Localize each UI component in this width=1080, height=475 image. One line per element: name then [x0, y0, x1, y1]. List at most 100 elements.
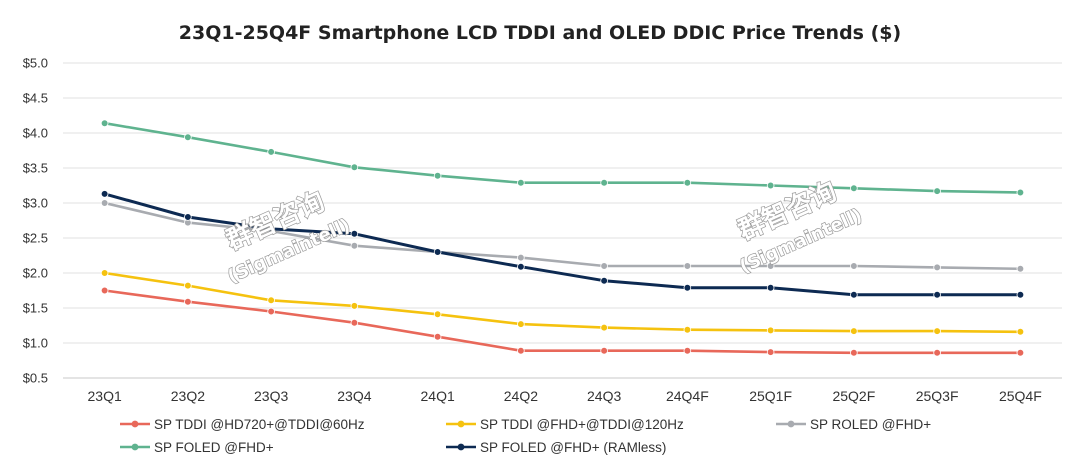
data-point	[683, 325, 692, 334]
x-tick-label: 25Q4F	[999, 388, 1042, 404]
y-tick-label: $4.0	[23, 126, 48, 141]
legend-swatch-marker	[131, 420, 139, 428]
legend-swatch-marker	[787, 420, 795, 428]
data-point	[184, 297, 192, 306]
y-tick-label: $0.5	[23, 371, 48, 386]
data-point	[600, 262, 608, 270]
data-point	[350, 302, 359, 310]
series-5	[100, 190, 1025, 299]
data-point	[683, 262, 692, 270]
series-line	[104, 289, 1021, 355]
data-point	[1016, 348, 1025, 357]
x-tick-label: 25Q3F	[916, 388, 959, 404]
data-point	[850, 348, 858, 357]
data-point	[433, 310, 442, 319]
legend-swatch-marker	[131, 443, 139, 451]
x-tick-label: 25Q1F	[749, 388, 792, 404]
y-tick-label: $1.5	[23, 301, 48, 316]
data-point	[683, 346, 692, 355]
legend-label: SP FOLED @FHD+	[154, 440, 274, 455]
legend-swatch-marker	[457, 420, 465, 428]
x-tick-label: 23Q2	[171, 388, 205, 404]
data-point	[267, 148, 275, 156]
data-point	[517, 262, 525, 271]
legend-item: SP ROLED @FHD+	[776, 417, 931, 432]
data-point	[933, 327, 941, 335]
data-point	[184, 213, 192, 221]
data-point	[850, 184, 858, 193]
chart-title: 23Q1-25Q4F Smartphone LCD TDDI and OLED …	[179, 22, 901, 44]
gridlines	[63, 62, 1062, 379]
series-1	[100, 286, 1025, 357]
data-point	[850, 290, 858, 299]
data-point	[350, 163, 359, 172]
data-point	[100, 190, 109, 198]
data-point	[517, 178, 525, 187]
data-point	[766, 348, 775, 356]
data-point	[683, 283, 692, 292]
y-tick-label: $2.0	[23, 266, 48, 281]
data-point	[766, 262, 775, 270]
data-point	[1016, 327, 1025, 336]
data-point	[184, 281, 192, 290]
y-tick-label: $2.5	[23, 231, 48, 246]
x-axis: 23Q1 23Q2 23Q3 23Q4 24Q1 24Q2 24Q3 24Q4F 25Q1F 25…	[88, 388, 1042, 404]
data-point	[850, 327, 858, 335]
y-tick-label: $3.5	[23, 161, 48, 176]
series-line	[104, 201, 1021, 271]
data-point	[766, 326, 775, 335]
data-point	[350, 318, 359, 327]
y-tick-label: $1.0	[23, 336, 48, 351]
y-tick-label: $4.5	[23, 91, 48, 106]
data-point	[1016, 290, 1025, 299]
data-point	[600, 276, 608, 285]
data-point	[100, 119, 109, 127]
y-tick-label: $5.0	[23, 56, 48, 71]
data-point	[600, 178, 608, 187]
data-point	[433, 248, 442, 256]
data-point	[517, 320, 525, 328]
legend-item: SP TDDI @FHD+@TDDI@120Hz	[446, 417, 684, 432]
data-point	[850, 262, 858, 270]
legend-item: SP FOLED @FHD+ (RAMless)	[446, 440, 666, 455]
series-2	[100, 269, 1025, 336]
data-point	[766, 181, 775, 190]
legend-label: SP FOLED @FHD+ (RAMless)	[480, 440, 666, 455]
data-point	[1016, 188, 1025, 197]
x-tick-label: 25Q2F	[832, 388, 875, 404]
x-tick-label: 23Q1	[88, 388, 122, 404]
y-axis: $0.5 $1.0 $1.5 $2.0 $2.5 $3.0 $3.5 $4.0 $4.5 $5.0	[23, 56, 48, 386]
x-tick-label: 24Q1	[421, 388, 455, 404]
watermark: 群智咨询 (Sigmaintell)	[220, 185, 354, 288]
data-point	[933, 263, 941, 272]
data-point	[267, 225, 275, 233]
data-point	[100, 199, 109, 207]
data-point	[600, 346, 608, 355]
series-line	[104, 271, 1021, 334]
data-point	[350, 241, 359, 250]
y-tick-label: $3.0	[23, 196, 48, 211]
data-point	[350, 230, 359, 238]
data-point	[933, 348, 941, 357]
x-tick-label: 24Q2	[504, 388, 538, 404]
legend-swatch-marker	[457, 443, 465, 451]
data-point	[517, 253, 525, 262]
data-point	[1016, 264, 1025, 273]
x-tick-label: 24Q3	[587, 388, 621, 404]
series-4	[100, 119, 1025, 197]
legend-label: SP ROLED @FHD+	[810, 417, 931, 432]
data-point	[933, 290, 941, 299]
legend-label: SP TDDI @HD720+@TDDI@60Hz	[154, 417, 365, 432]
data-point	[683, 178, 692, 187]
series-line	[104, 192, 1021, 297]
data-point	[933, 187, 941, 195]
legend-label: SP TDDI @FHD+@TDDI@120Hz	[480, 417, 684, 432]
x-tick-label: 24Q4F	[666, 388, 709, 404]
data-point	[184, 133, 192, 142]
data-point	[433, 332, 442, 341]
legend-item: SP TDDI @HD720+@TDDI@60Hz	[120, 417, 365, 432]
data-point	[100, 286, 109, 295]
series-line	[104, 121, 1021, 194]
data-point	[267, 307, 275, 316]
